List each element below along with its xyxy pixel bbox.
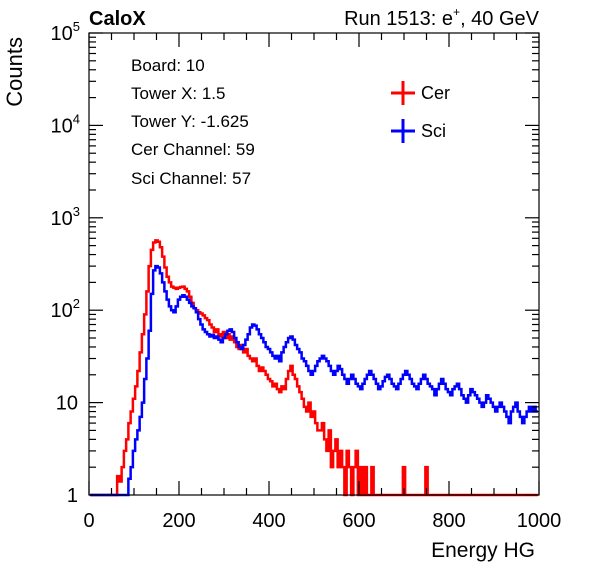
- y-tick-label: 104: [51, 111, 80, 137]
- legend: Cer Sci: [391, 81, 450, 143]
- chart-title-left: CaloX: [89, 8, 146, 30]
- y-tick-label: 10: [56, 393, 78, 415]
- x-tick-label: 400: [252, 510, 285, 532]
- x-tick-label: 1000: [517, 510, 562, 532]
- x-axis: 0 200 400 600 800 1000: [83, 33, 561, 532]
- legend-cer-label: Cer: [421, 83, 450, 103]
- y-tick-label: 103: [51, 204, 80, 230]
- x-tick-label: 600: [342, 510, 375, 532]
- y-tick-label: 102: [51, 296, 80, 322]
- plot-series-group: [90, 239, 538, 497]
- info-tower-x: Tower X: 1.5: [131, 84, 226, 103]
- y-tick-label: 1: [67, 485, 78, 507]
- x-tick-label: 800: [432, 510, 465, 532]
- x-axis-label: Energy HG: [431, 539, 535, 562]
- info-box: Board: 10 Tower X: 1.5 Tower Y: -1.625 C…: [131, 56, 255, 188]
- y-tick-label: 105: [51, 19, 80, 45]
- y-axis: 1 10 102 103 104 105: [51, 19, 539, 507]
- info-cer-channel: Cer Channel: 59: [131, 140, 255, 159]
- series-sci-line: [90, 264, 538, 497]
- chart-title-right: Run 1513: e+, 40 GeV: [344, 5, 540, 30]
- x-tick-label: 0: [83, 510, 94, 532]
- x-tick-label: 200: [162, 510, 195, 532]
- info-tower-y: Tower Y: -1.625: [131, 112, 249, 131]
- y-axis-label: Counts: [2, 37, 27, 107]
- info-sci-channel: Sci Channel: 57: [131, 169, 251, 188]
- legend-sci-label: Sci: [421, 121, 446, 141]
- info-board: Board: 10: [131, 56, 205, 75]
